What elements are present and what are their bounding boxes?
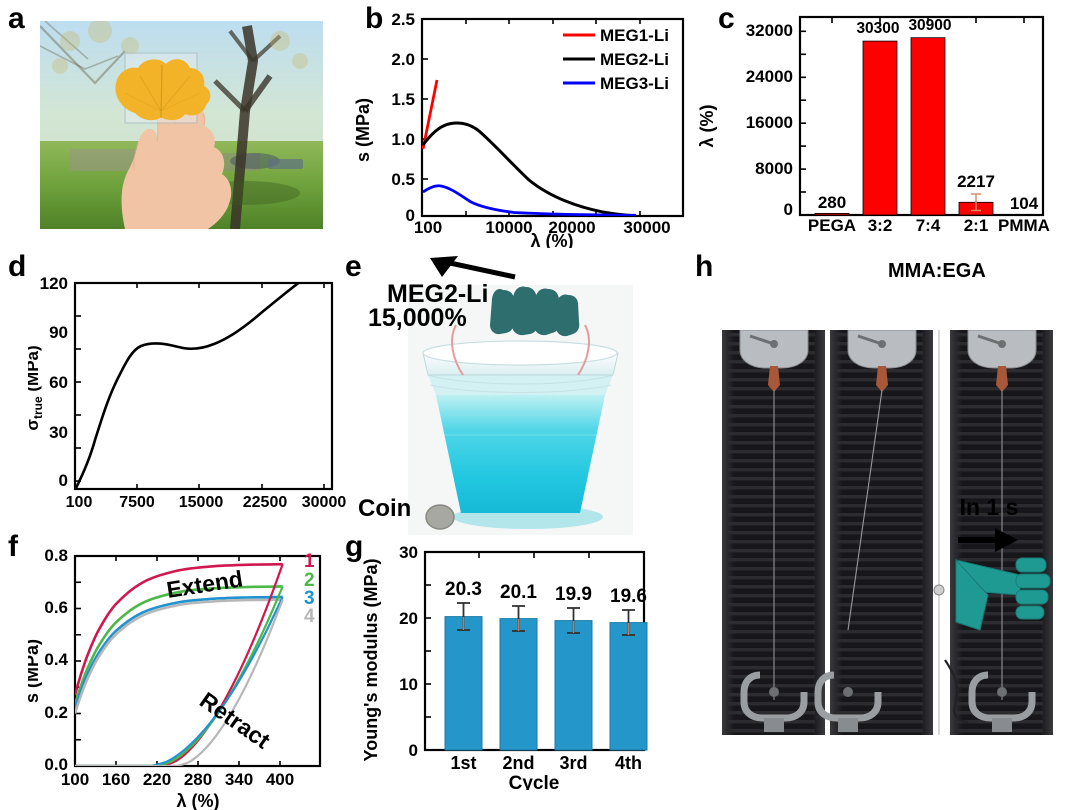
svg-text:λ (%): λ (%) [530, 231, 573, 248]
svg-text:30000: 30000 [302, 494, 347, 508]
svg-text:22500: 22500 [243, 494, 288, 508]
svg-text:30: 30 [399, 543, 418, 562]
svg-text:0: 0 [59, 471, 68, 490]
svg-text:1st: 1st [450, 753, 476, 773]
svg-text:2:1: 2:1 [964, 216, 989, 235]
svg-text:MEG3-Li: MEG3-Li [600, 74, 669, 93]
svg-text:3rd: 3rd [559, 753, 587, 773]
svg-text:100: 100 [66, 494, 93, 508]
svg-text:1.0: 1.0 [391, 130, 415, 149]
svg-text:PEGA: PEGA [808, 216, 856, 235]
svg-text:24000: 24000 [746, 67, 793, 86]
svg-text:2.5: 2.5 [391, 10, 415, 29]
svg-text:100: 100 [414, 218, 442, 237]
svg-text:8000: 8000 [755, 159, 793, 178]
svg-text:15000: 15000 [179, 494, 224, 508]
svg-text:104: 104 [1010, 194, 1039, 213]
svg-text:16000: 16000 [746, 113, 793, 132]
svg-text:0: 0 [784, 200, 793, 219]
svg-text:280: 280 [818, 193, 846, 212]
svg-text:19.9: 19.9 [555, 584, 592, 605]
svg-text:2217: 2217 [957, 172, 995, 191]
svg-text:340: 340 [225, 770, 253, 789]
svg-text:20.1: 20.1 [500, 582, 537, 603]
svg-text:100: 100 [61, 770, 89, 789]
svg-text:s (MPa): s (MPa) [355, 98, 373, 162]
svg-text:60: 60 [49, 373, 68, 392]
svg-text:400: 400 [266, 770, 294, 789]
svg-text:PMMA: PMMA [998, 216, 1050, 235]
svg-text:160: 160 [102, 770, 130, 789]
svg-text:20: 20 [399, 609, 418, 628]
svg-text:s (MPa): s (MPa) [28, 639, 42, 703]
svg-text:0.4: 0.4 [44, 650, 68, 669]
svg-text:30900: 30900 [908, 17, 951, 34]
svg-text:σtrue (MPa): σtrue (MPa) [28, 345, 45, 430]
svg-text:20.3: 20.3 [445, 579, 482, 600]
svg-text:120: 120 [40, 274, 68, 293]
svg-text:Young's modulus (MPa): Young's modulus (MPa) [361, 559, 381, 762]
svg-text:0.6: 0.6 [44, 598, 68, 617]
svg-text:90: 90 [49, 323, 68, 342]
svg-text:λ (%): λ (%) [176, 791, 219, 810]
svg-text:220: 220 [143, 770, 171, 789]
svg-text:1: 1 [304, 551, 315, 572]
svg-text:Retract: Retract [195, 687, 275, 754]
svg-text:2nd: 2nd [502, 753, 534, 773]
svg-text:32000: 32000 [746, 21, 793, 40]
svg-text:2.0: 2.0 [391, 50, 415, 69]
svg-text:MEG2-Li: MEG2-Li [600, 50, 669, 69]
svg-text:0.5: 0.5 [391, 170, 415, 189]
svg-text:Cycle: Cycle [509, 773, 560, 790]
svg-text:4: 4 [304, 606, 315, 627]
svg-text:0.8: 0.8 [44, 546, 68, 565]
svg-text:7:4: 7:4 [916, 216, 941, 235]
svg-text:MEG1-Li: MEG1-Li [600, 26, 669, 45]
svg-text:1.5: 1.5 [391, 90, 415, 109]
svg-text:10000: 10000 [485, 218, 532, 237]
svg-text:19.6: 19.6 [610, 586, 647, 607]
svg-text:0.2: 0.2 [44, 703, 68, 722]
svg-text:0: 0 [409, 741, 418, 760]
svg-text:3:2: 3:2 [868, 216, 893, 235]
svg-text:10: 10 [399, 675, 418, 694]
svg-text:280: 280 [184, 770, 212, 789]
svg-text:30000: 30000 [623, 218, 670, 237]
svg-text:λ (%): λ (%) [697, 104, 717, 147]
svg-text:4th: 4th [615, 753, 642, 773]
svg-text:In 1 s: In 1 s [960, 494, 1019, 520]
svg-text:30300: 30300 [856, 20, 899, 37]
svg-text:30: 30 [49, 423, 68, 442]
svg-text:7500: 7500 [119, 494, 155, 508]
